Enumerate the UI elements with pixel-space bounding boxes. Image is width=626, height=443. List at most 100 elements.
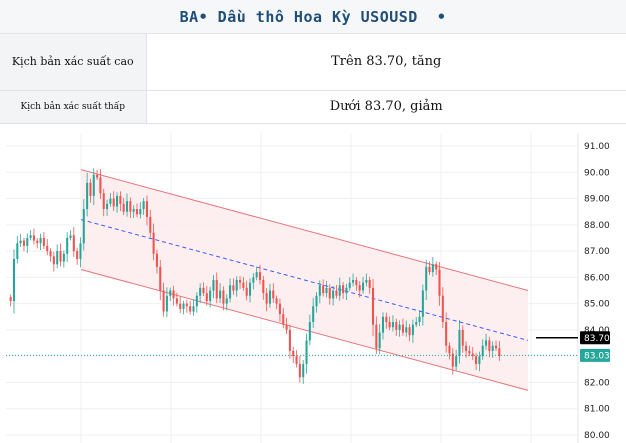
candle-body	[49, 251, 52, 257]
candle-body	[405, 327, 408, 333]
candle-body	[162, 290, 165, 312]
candle-body	[102, 193, 105, 210]
candle-body	[179, 303, 182, 309]
candle-body	[488, 340, 491, 351]
candle-body	[455, 356, 458, 367]
candle-body	[242, 282, 245, 288]
candle-body	[262, 279, 265, 294]
chart-canvas[interactable]: 91.00 90.00 89.00 88.00 87.00 86.00 85.00 84.00…	[6, 133, 620, 443]
candle-body	[89, 182, 92, 196]
candle-body	[39, 237, 42, 244]
key-level-tag-bg	[580, 331, 610, 345]
candle-body	[209, 290, 212, 302]
scenario-value-low: Dưới 83.70, giảm	[146, 90, 626, 124]
y-tick-label: 87.00	[584, 247, 610, 257]
candle-body	[16, 243, 19, 259]
candle-body	[129, 201, 132, 212]
candle-body	[431, 264, 434, 273]
candle-body	[388, 322, 391, 328]
candle-body	[229, 285, 232, 299]
candle-body	[362, 282, 365, 291]
candle-body	[458, 329, 461, 357]
candle-body	[155, 253, 158, 267]
candle-body	[371, 287, 375, 325]
candle-body	[475, 356, 478, 365]
y-tick-label: 89.00	[584, 195, 610, 205]
candle-body	[232, 285, 235, 291]
candle-body	[355, 279, 358, 286]
candle-body	[152, 232, 155, 254]
candle-body	[265, 293, 268, 304]
candle-body	[205, 293, 208, 302]
candle-body	[312, 306, 315, 323]
candle-body	[69, 235, 72, 238]
candle-body	[494, 345, 498, 349]
candle-body	[258, 272, 262, 280]
candle-body	[255, 272, 258, 278]
candle-body	[335, 290, 338, 296]
candle-body	[385, 316, 388, 323]
channel-lower-line	[80, 268, 529, 391]
candle-body	[485, 340, 488, 346]
scenario-row: Kịch bản xác suất cao Trên 83.70, tăng	[0, 34, 626, 91]
candle-body	[395, 322, 398, 330]
candle-body	[72, 235, 75, 252]
y-tick-label: 90.00	[584, 168, 610, 178]
candle-body	[185, 303, 188, 307]
scenario-value-high: Trên 83.70, tăng	[146, 34, 626, 91]
candle-body	[391, 322, 394, 328]
candle-body	[86, 182, 89, 210]
price-channel	[80, 169, 529, 391]
candle-body	[132, 209, 135, 212]
scenario-label-high: Kịch bản xác suất cao	[0, 34, 147, 91]
candle-body	[322, 285, 325, 294]
candle-body	[252, 277, 255, 283]
y-tick-label: 86.00	[584, 273, 610, 283]
candle-body	[428, 266, 431, 273]
candle-body	[358, 285, 361, 291]
candle-body	[116, 195, 119, 207]
price-chart[interactable]: 91.00 90.00 89.00 88.00 87.00 86.00 85.00 84.00…	[6, 133, 620, 443]
candle-body	[418, 316, 421, 323]
candle-body	[36, 240, 39, 244]
candle-body	[305, 340, 308, 365]
candle-body	[468, 350, 471, 354]
candle-body	[302, 364, 305, 378]
candle-body	[76, 251, 79, 259]
candle-body	[42, 237, 45, 246]
candle-body	[338, 285, 341, 296]
candle-body	[149, 216, 152, 233]
candle-body	[298, 364, 301, 378]
candle-body	[182, 303, 185, 309]
candle-body	[119, 195, 122, 204]
candle-body	[96, 174, 99, 178]
candle-body	[212, 279, 215, 291]
candle-body	[22, 240, 25, 246]
y-tick-label: 82.00	[584, 378, 610, 388]
candle-body	[425, 266, 428, 291]
candle-body	[165, 295, 168, 312]
candle-body	[52, 256, 55, 265]
y-tick-label: 84.00	[584, 326, 610, 336]
candle-body	[278, 303, 281, 315]
candle-body	[451, 353, 454, 367]
candle-body	[12, 258, 16, 302]
candle-body	[159, 266, 162, 291]
candle-body	[292, 350, 295, 357]
candle-body	[415, 322, 418, 325]
candle-body	[245, 287, 248, 296]
channel-upper-line	[80, 169, 529, 291]
candle-body	[145, 201, 148, 217]
candle-body	[139, 209, 142, 215]
candle-body	[142, 201, 145, 210]
candle-body	[199, 287, 202, 296]
candle-body	[368, 279, 371, 288]
candle-body	[215, 279, 218, 299]
y-tick-label: 91.00	[584, 142, 610, 152]
candle-body	[248, 282, 252, 296]
candle-body	[125, 201, 129, 212]
candle-body	[365, 279, 368, 283]
candle-body	[328, 287, 331, 299]
candle-body	[435, 264, 438, 270]
candle-body	[308, 322, 311, 341]
